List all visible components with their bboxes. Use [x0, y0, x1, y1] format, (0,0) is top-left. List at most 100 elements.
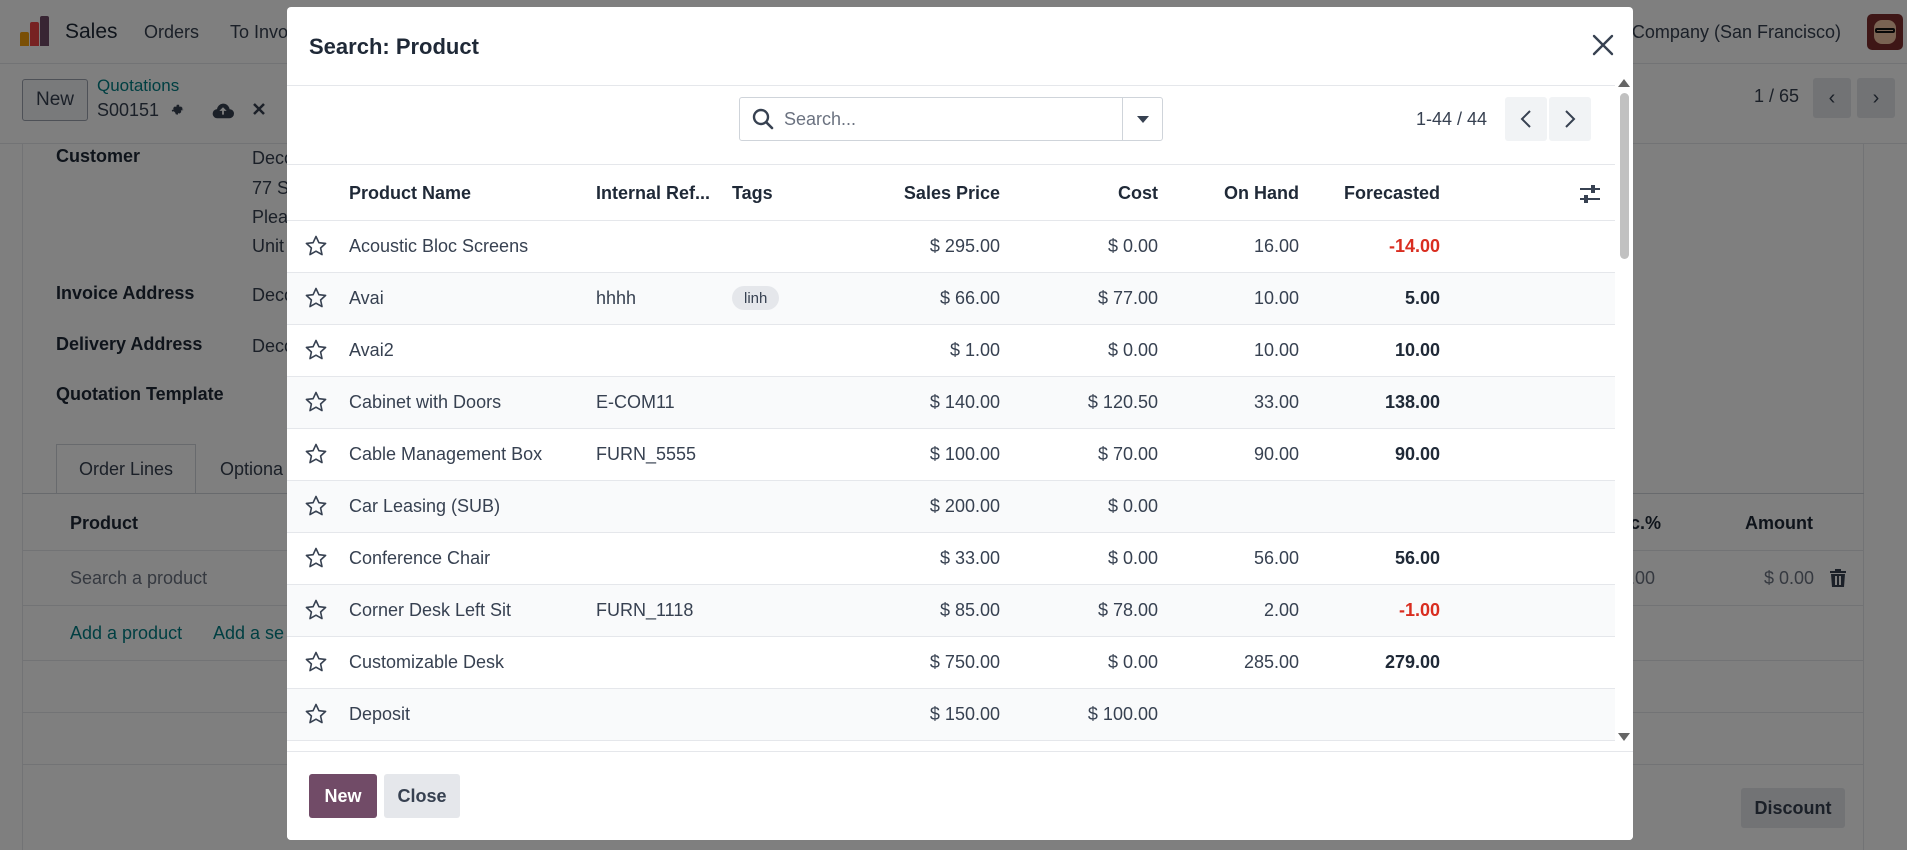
cost: $ 70.00: [1097, 444, 1158, 464]
internal-reference: E-COM11: [596, 392, 675, 412]
cost: $ 0.00: [1107, 236, 1158, 256]
caret-down-icon: [1136, 115, 1149, 123]
cost: $ 0.00: [1107, 496, 1158, 516]
list-scrollbar[interactable]: [1615, 73, 1633, 745]
sales-price: $ 150.00: [929, 704, 1000, 724]
table-row[interactable]: Corner Desk Left Sit FURN_1118 $ 85.00 $ 78…: [287, 585, 1615, 637]
sales-price: $ 1.00: [949, 340, 1000, 360]
table-row[interactable]: Customizable Desk $ 750.00 $ 0.00 285.00 279…: [287, 637, 1615, 689]
product-name: Cable Management Box: [349, 444, 543, 464]
product-search-dialog: Search: Product 1-44 / 44 Product Name I…: [287, 7, 1633, 840]
product-name: Avai: [349, 288, 384, 308]
on-hand-qty: 33.00: [1253, 392, 1299, 412]
chevron-left-icon: [1520, 110, 1531, 128]
favorite-star-icon[interactable]: [304, 286, 328, 310]
product-name: Corner Desk Left Sit: [349, 600, 512, 620]
col-on-hand[interactable]: On Hand: [1224, 183, 1299, 203]
chevron-right-icon: [1565, 110, 1576, 128]
favorite-star-icon[interactable]: [304, 702, 328, 726]
search-icon: [752, 108, 774, 130]
internal-reference: hhhh: [596, 288, 637, 308]
favorite-star-icon[interactable]: [304, 442, 328, 466]
table-row[interactable]: Car Leasing (SUB) $ 200.00 $ 0.00: [287, 481, 1615, 533]
product-list: Product Name Internal Ref... Tags Sales …: [287, 164, 1615, 744]
search-input[interactable]: [784, 98, 1118, 140]
product-name: Car Leasing (SUB): [349, 496, 501, 516]
favorite-star-icon[interactable]: [304, 338, 328, 362]
scroll-thumb[interactable]: [1620, 93, 1629, 259]
new-product-button[interactable]: New: [309, 774, 377, 818]
cost: $ 78.00: [1097, 600, 1158, 620]
modal-footer: New Close: [287, 751, 1633, 840]
sales-price: $ 33.00: [939, 548, 1000, 568]
sales-price: $ 140.00: [929, 392, 1000, 412]
forecasted-qty: 5.00: [1404, 288, 1440, 308]
forecasted-qty: -1.00: [1398, 600, 1440, 620]
scroll-up-icon[interactable]: [1618, 79, 1630, 87]
internal-reference: FURN_5555: [596, 444, 697, 464]
col-product-name[interactable]: Product Name: [349, 183, 472, 203]
sales-price: $ 200.00: [929, 496, 1000, 516]
table-row[interactable]: Cable Management Box FURN_5555 $ 100.00 $ 7…: [287, 429, 1615, 481]
pager-next-button[interactable]: [1549, 97, 1591, 141]
on-hand-qty: 2.00: [1263, 600, 1299, 620]
product-name: Acoustic Bloc Screens: [349, 236, 529, 256]
sales-price: $ 100.00: [929, 444, 1000, 464]
sales-price: $ 750.00: [929, 652, 1000, 672]
product-name: Conference Chair: [349, 548, 491, 568]
on-hand-qty: 10.00: [1253, 340, 1299, 360]
pager-previous-button[interactable]: [1505, 97, 1547, 141]
product-tag: linh: [732, 286, 780, 310]
on-hand-qty: 16.00: [1253, 236, 1299, 256]
sales-price: $ 295.00: [929, 236, 1000, 256]
favorite-star-icon[interactable]: [304, 234, 328, 258]
table-row[interactable]: Cabinet with Doors E-COM11 $ 140.00 $ 120.5…: [287, 377, 1615, 429]
cost: $ 77.00: [1097, 288, 1158, 308]
table-row[interactable]: Acoustic Bloc Screens $ 295.00 $ 0.00 16.00…: [287, 221, 1615, 273]
forecasted-qty: 90.00: [1394, 444, 1440, 464]
col-internal-ref[interactable]: Internal Ref...: [596, 183, 711, 203]
favorite-star-icon[interactable]: [304, 494, 328, 518]
favorite-star-icon[interactable]: [304, 598, 328, 622]
col-forecasted[interactable]: Forecasted: [1343, 183, 1440, 203]
col-cost[interactable]: Cost: [1118, 183, 1158, 203]
col-tags[interactable]: Tags: [732, 183, 773, 203]
on-hand-qty: 56.00: [1253, 548, 1299, 568]
forecasted-qty: 138.00: [1384, 392, 1440, 412]
table-header: Product Name Internal Ref... Tags Sales …: [287, 165, 1615, 221]
favorite-star-icon[interactable]: [304, 650, 328, 674]
pager-value[interactable]: 1-44 / 44: [1416, 109, 1488, 129]
search-bar: [739, 97, 1163, 141]
cost: $ 0.00: [1107, 548, 1158, 568]
forecasted-qty: 56.00: [1394, 548, 1440, 568]
col-sales-price[interactable]: Sales Price: [903, 183, 1000, 203]
favorite-star-icon[interactable]: [304, 390, 328, 414]
forecasted-qty: 10.00: [1394, 340, 1440, 360]
cost: $ 0.00: [1107, 340, 1158, 360]
modal-title: Search: Product: [309, 34, 479, 59]
cost: $ 120.50: [1087, 392, 1158, 412]
scroll-down-icon[interactable]: [1618, 733, 1630, 741]
favorite-star-icon[interactable]: [304, 546, 328, 570]
search-options-toggle[interactable]: [1122, 98, 1162, 140]
close-button[interactable]: Close: [384, 774, 460, 818]
table-row[interactable]: Avai2 $ 1.00 $ 0.00 10.00 10.00: [287, 325, 1615, 377]
table-row[interactable]: Deposit $ 150.00 $ 100.00: [287, 689, 1615, 741]
cost: $ 0.00: [1107, 652, 1158, 672]
internal-reference: FURN_1118: [596, 600, 694, 620]
table-row[interactable]: Conference Chair $ 33.00 $ 0.00 56.00 56.00: [287, 533, 1615, 585]
close-icon[interactable]: [1587, 29, 1619, 61]
modal-header: Search: Product: [287, 7, 1633, 86]
forecasted-qty: -14.00: [1388, 236, 1440, 256]
product-name: Avai2: [349, 340, 394, 360]
sales-price: $ 85.00: [939, 600, 1000, 620]
column-settings-icon[interactable]: [1579, 184, 1601, 204]
table-row[interactable]: Avai hhhh linh $ 66.00 $ 77.00 10.00 5.00: [287, 273, 1615, 325]
product-name: Deposit: [349, 704, 411, 724]
product-name: Cabinet with Doors: [349, 392, 502, 412]
forecasted-qty: 279.00: [1384, 652, 1440, 672]
product-name: Customizable Desk: [349, 652, 505, 672]
cost: $ 100.00: [1087, 704, 1158, 724]
on-hand-qty: 285.00: [1243, 652, 1299, 672]
on-hand-qty: 90.00: [1253, 444, 1299, 464]
